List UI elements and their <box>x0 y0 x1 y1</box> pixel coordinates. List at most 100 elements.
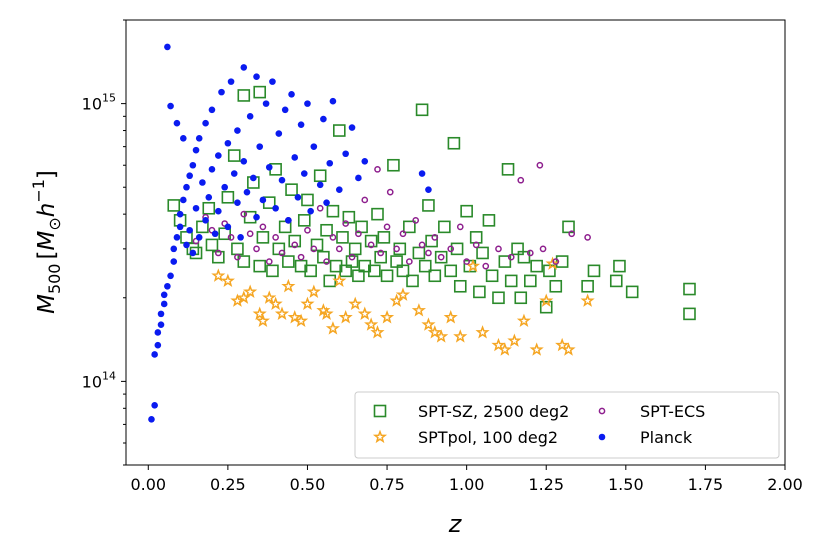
data-point <box>377 249 385 257</box>
data-point <box>192 204 200 212</box>
data-point <box>240 64 248 71</box>
data-point <box>329 97 337 105</box>
data-point <box>339 264 352 278</box>
data-point <box>390 255 403 268</box>
data-point <box>253 73 260 80</box>
data-point <box>463 258 470 265</box>
data-point <box>383 223 391 231</box>
data-point <box>536 161 544 169</box>
data-point <box>453 279 467 293</box>
data-point <box>332 124 346 137</box>
data-point <box>381 311 393 323</box>
data-point <box>345 255 359 268</box>
data-point <box>365 318 377 330</box>
data-point <box>444 311 457 323</box>
data-point <box>253 259 267 273</box>
data-point <box>425 186 432 193</box>
data-point <box>434 250 448 264</box>
data-point <box>221 190 235 204</box>
data-point <box>399 230 407 238</box>
data-point <box>157 310 165 318</box>
data-point <box>214 249 222 257</box>
data-point <box>310 143 318 150</box>
data-point <box>291 241 299 249</box>
data-point <box>281 106 289 114</box>
data-point <box>359 307 371 319</box>
data-point <box>422 318 435 330</box>
data-point <box>504 274 518 288</box>
data-point <box>581 279 594 293</box>
data-point <box>282 280 295 292</box>
data-point <box>189 249 197 257</box>
data-point <box>361 196 369 204</box>
data-point <box>160 300 168 308</box>
data-point <box>336 231 349 244</box>
data-point <box>412 216 420 224</box>
data-point <box>526 249 534 257</box>
data-point <box>151 402 158 409</box>
data-point <box>294 193 302 201</box>
data-point <box>460 204 473 218</box>
data-point <box>418 241 426 249</box>
data-point <box>422 199 435 212</box>
data-point <box>508 334 521 346</box>
data-point <box>227 234 235 241</box>
data-point <box>683 307 696 321</box>
data-point <box>543 264 556 278</box>
data-point <box>246 230 254 238</box>
data-point <box>237 234 244 241</box>
data-point <box>173 234 181 241</box>
y-axis-ticks: 1014 1015 <box>82 19 126 466</box>
plot-frame <box>125 19 786 466</box>
data-point <box>361 157 369 165</box>
data-point <box>221 183 228 191</box>
data-point <box>189 161 197 169</box>
data-point <box>253 213 260 221</box>
x-tick-label: 0.25 <box>210 475 246 494</box>
data-point <box>476 246 489 260</box>
data-point <box>317 250 330 264</box>
data-point <box>288 91 295 98</box>
data-point <box>444 264 458 278</box>
data-point <box>539 300 553 314</box>
data-point <box>472 241 480 249</box>
x-tick-label: 1.75 <box>688 475 724 494</box>
data-point <box>348 253 356 261</box>
y-tick-label: 1014 <box>82 369 116 391</box>
data-point <box>540 294 552 306</box>
data-point <box>227 149 241 162</box>
data-point <box>613 259 626 273</box>
data-point <box>349 298 361 310</box>
data-point <box>413 304 425 316</box>
data-point <box>425 249 432 257</box>
data-point <box>387 158 400 172</box>
data-point <box>240 157 248 165</box>
data-point <box>447 136 461 150</box>
data-point <box>587 264 601 278</box>
series-2 <box>192 161 591 270</box>
data-point <box>257 315 269 327</box>
data-point <box>371 207 384 221</box>
data-point <box>237 89 251 102</box>
data-point <box>202 217 209 224</box>
y-axis-label: M500[M⊙h−1] <box>29 170 64 314</box>
x-tick-label: 1.25 <box>528 475 564 494</box>
data-point <box>265 258 273 265</box>
data-point <box>552 258 560 265</box>
data-point <box>339 311 352 323</box>
data-point <box>323 199 330 206</box>
data-point <box>482 262 490 270</box>
data-point <box>301 193 314 207</box>
data-point <box>180 231 193 244</box>
data-point <box>246 113 254 120</box>
data-point <box>231 242 244 256</box>
data-point <box>304 100 311 107</box>
data-point <box>275 130 283 137</box>
data-point <box>192 146 200 154</box>
data-point <box>205 193 213 201</box>
data-point <box>428 269 442 283</box>
data-point <box>202 119 209 127</box>
data-point <box>393 245 400 253</box>
data-point <box>473 285 486 299</box>
data-point <box>186 226 193 234</box>
